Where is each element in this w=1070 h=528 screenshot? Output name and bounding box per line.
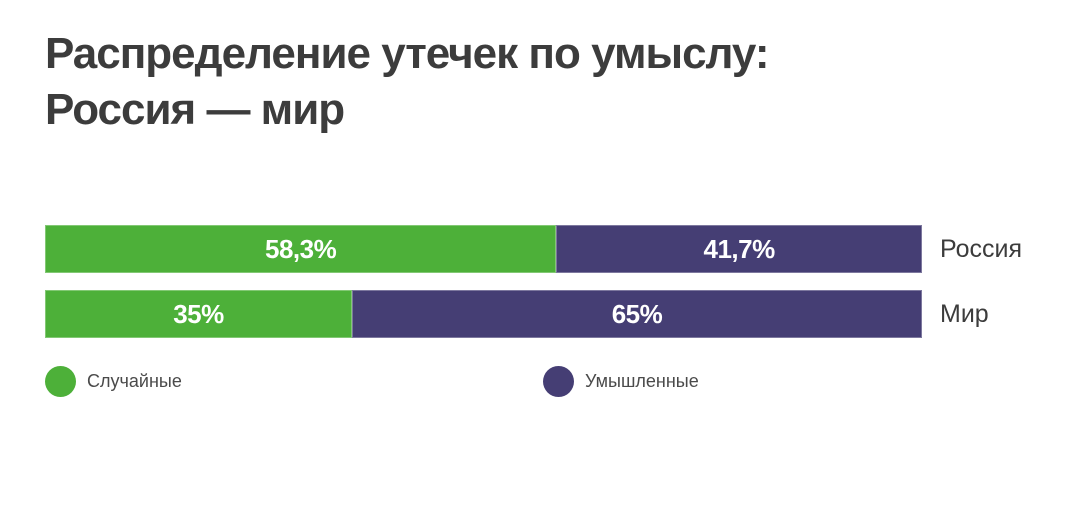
value-label-accidental-russia: 58,3% [265,233,337,264]
stacked-bar-russia: 58,3% 41,7% [45,225,922,273]
bar-row-russia: 58,3% 41,7% Россия [45,225,1022,273]
bar-segment-accidental-world: 35% [45,290,352,338]
category-label-world: Мир [940,299,989,328]
legend-dot-purple-icon [543,366,574,397]
legend-dot-green-icon [45,366,76,397]
legend-item-intentional: Умышленные [543,366,699,397]
value-label-intentional-russia: 41,7% [703,233,776,264]
bar-segment-accidental-russia: 58,3% [45,225,557,273]
legend-item-accidental: Случайные [45,366,182,397]
chart-title-line2: Россия — мир [45,85,345,134]
legend-label-intentional: Умышленные [585,371,699,391]
bar-segment-intentional-world: 65% [351,290,922,338]
category-label-russia: Россия [940,234,1022,263]
chart-title: Распределение утечек по умыслу: Россия —… [45,26,769,138]
stacked-bar-world: 35% 65% [45,290,922,338]
value-label-accidental-world: 35% [173,298,224,329]
bar-row-world: 35% 65% Мир [45,290,989,338]
bar-segment-intentional-russia: 41,7% [556,225,922,273]
legend-label-accidental: Случайные [87,371,182,391]
chart-title-line1: Распределение утечек по умыслу: [45,29,769,78]
value-label-intentional-world: 65% [611,298,663,329]
